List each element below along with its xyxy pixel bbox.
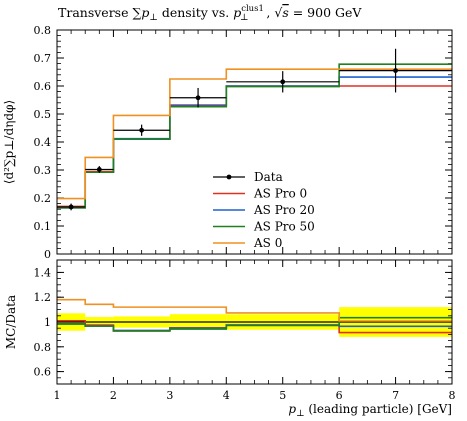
main-y-tick-label: 0.1 (34, 220, 52, 233)
chart-title: Transverse ∑p⊥ density vs. pclus1 ⊥, √s =… (58, 4, 362, 23)
main-y-tick-label: 0.6 (34, 80, 52, 93)
main-y-tick-label: 0.5 (34, 108, 52, 121)
main-panel: 0 0.1 0.2 0.3 0.4 0.5 0.6 0.7 0.8 ⟨d²∑p⊥/dηdφ⟩ (2, 24, 453, 261)
main-y-tick-label: 0.7 (34, 52, 52, 65)
data-point (280, 79, 286, 85)
x-tick-label: 3 (166, 389, 173, 402)
data-point (68, 204, 74, 210)
ratio-series-as-pro-50 (57, 316, 452, 332)
legend-label: AS 0 (253, 236, 282, 250)
data-point (195, 95, 201, 101)
main-y-tick-label: 0.4 (34, 136, 52, 149)
ratio-y-tick-labels: 0.6 0.8 1 1.2 1.4 (34, 266, 52, 378)
ratio-series-as-0 (57, 298, 452, 322)
main-y-axis-label: ⟨d²∑p⊥/dηdφ⟩ (2, 100, 16, 184)
ratio-panel: 0.6 0.8 1 1.2 1.4 1 2 3 4 5 6 7 8 MC/Data p⊥ (leadi… (4, 259, 456, 419)
ratio-y-axis-label: MC/Data (4, 295, 18, 349)
x-tick-label: 2 (110, 389, 117, 402)
ratio-y-tick-label: 1.2 (34, 291, 52, 304)
ratio-y-tick-label: 1.4 (34, 266, 52, 279)
x-tick-label: 5 (279, 389, 286, 402)
main-y-tick-labels: 0 0.1 0.2 0.3 0.4 0.5 0.6 0.7 0.8 (34, 24, 52, 261)
ratio-y-tick-label: 0.8 (34, 341, 52, 354)
x-tick-label: 7 (392, 389, 399, 402)
main-plot-frame (56, 29, 453, 255)
ratio-y-tick-label: 0.6 (34, 366, 52, 379)
main-y-tick-label: 0 (44, 248, 51, 261)
legend-marker-data (226, 174, 232, 180)
data-points-group (57, 48, 452, 211)
data-point (393, 68, 398, 73)
ratio-y-tick-label: 1 (44, 316, 51, 329)
ratio-ticks (56, 260, 453, 384)
x-axis-label: p⊥ (leading particle) [GeV] (288, 402, 452, 419)
main-y-tick-label: 0.2 (34, 192, 52, 205)
x-tick-label: 8 (449, 389, 456, 402)
x-tick-label: 4 (223, 389, 230, 402)
legend-label: AS Pro 0 (253, 187, 307, 201)
main-series-as-0 (57, 68, 452, 200)
legend-label: Data (254, 170, 283, 184)
x-tick-label: 1 (54, 389, 61, 402)
legend-label: AS Pro 50 (253, 220, 315, 234)
legend: Data AS Pro 0 AS Pro 20 AS Pro 50 AS 0 (213, 170, 315, 250)
data-point (96, 167, 102, 172)
ratio-plot-frame (56, 259, 453, 385)
main-y-tick-label: 0.8 (34, 24, 52, 37)
x-tick-label: 6 (336, 389, 343, 402)
ratio-series-group (57, 298, 452, 334)
x-tick-labels: 1 2 3 4 5 6 7 8 (54, 389, 456, 402)
data-point (139, 127, 145, 133)
legend-label: AS Pro 20 (253, 203, 315, 217)
main-series-group (57, 63, 452, 209)
main-y-tick-label: 0.3 (34, 164, 52, 177)
